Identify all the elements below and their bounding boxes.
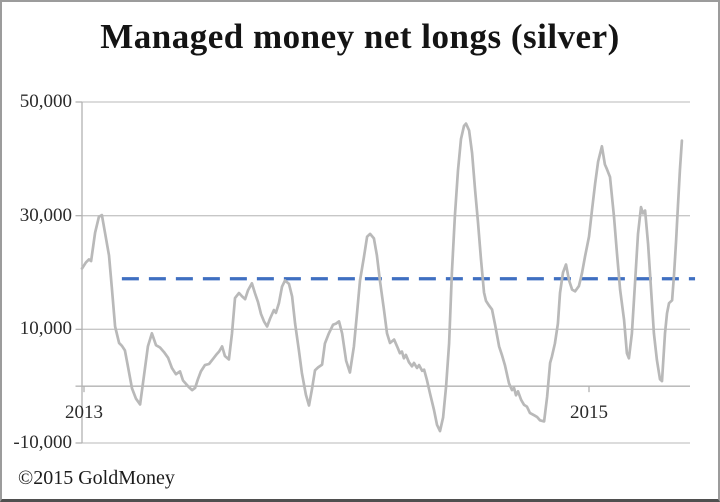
y-tick-label: 30,000 bbox=[19, 204, 72, 226]
y-tick-label: 50,000 bbox=[19, 91, 72, 112]
x-tick-label: 2015 bbox=[570, 402, 608, 423]
y-tick-label: -10,000 bbox=[13, 432, 72, 453]
x-tick-label: 2013 bbox=[65, 402, 103, 423]
y-tick-label: 10,000 bbox=[19, 318, 72, 340]
data-line bbox=[80, 122, 684, 433]
copyright-text: ©2015 GoldMoney bbox=[18, 467, 175, 489]
chart-title: Managed money net longs (silver) bbox=[100, 17, 620, 56]
